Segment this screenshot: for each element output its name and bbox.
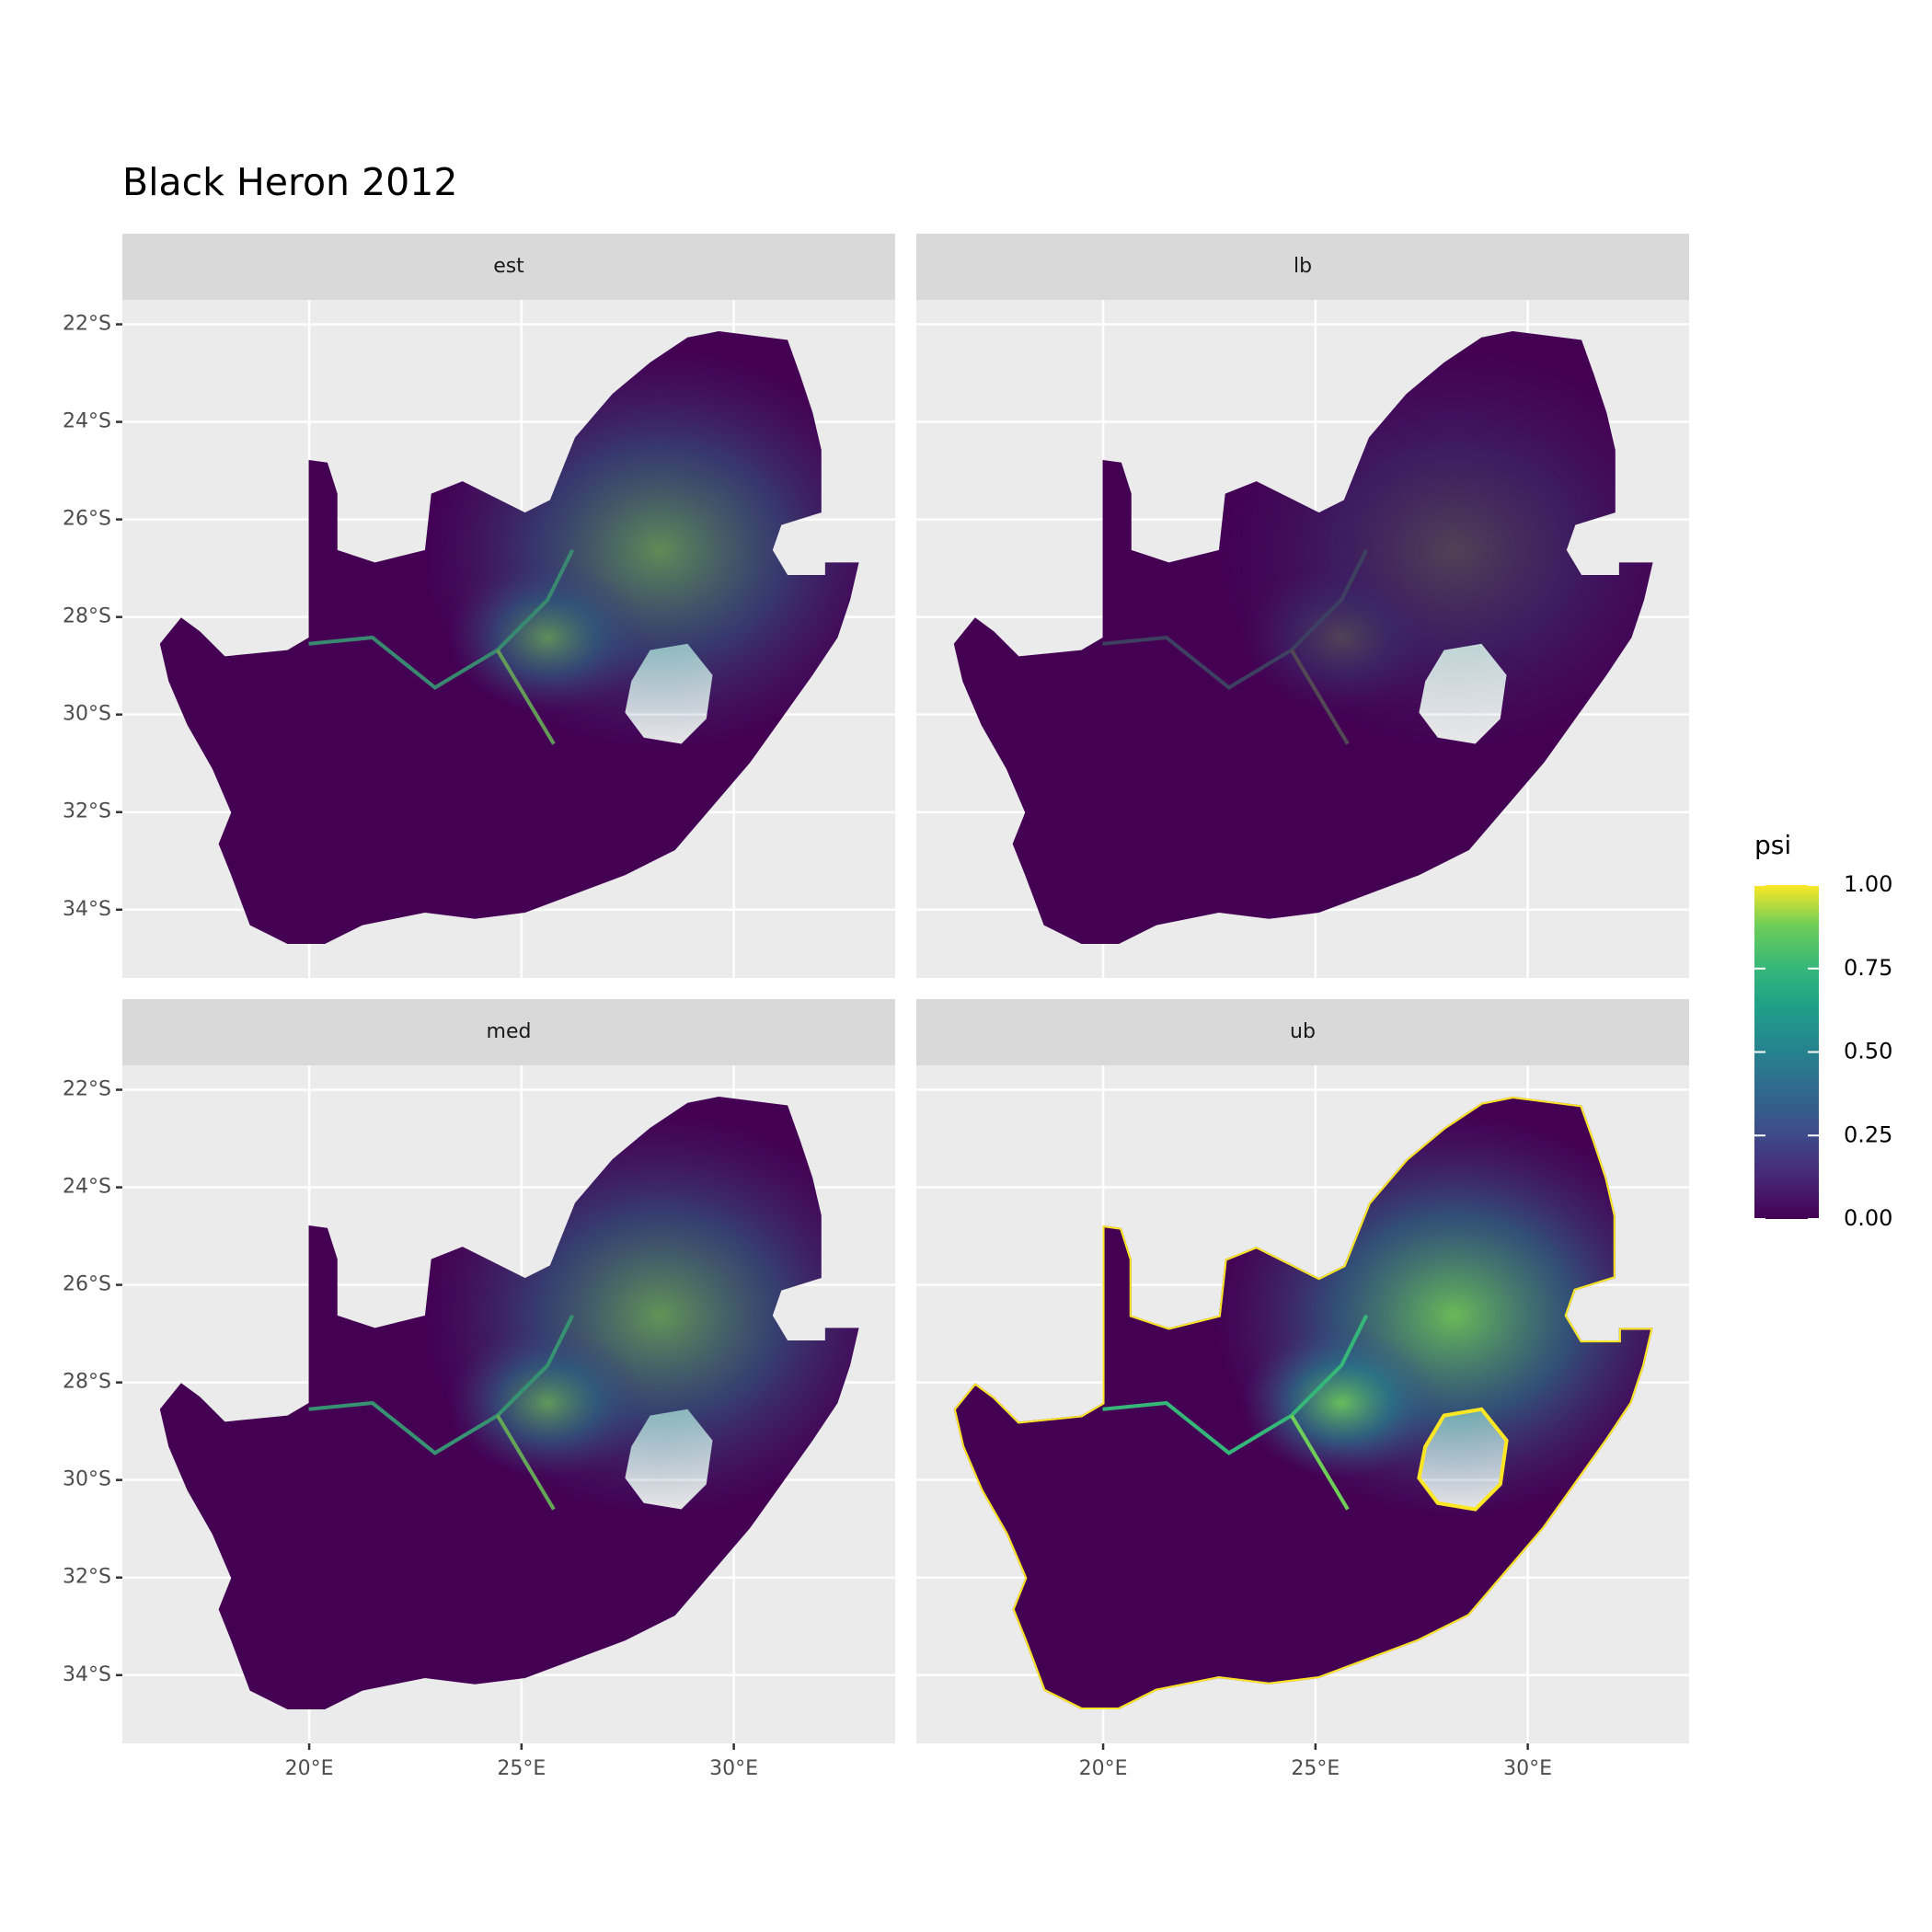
x-tick-label: 20°E	[285, 1757, 334, 1780]
river	[496, 649, 556, 745]
legend-label: 0.25	[1844, 1121, 1892, 1147]
strip	[122, 999, 895, 1065]
x-tick-label: 20°E	[1079, 1757, 1128, 1780]
facet-panel: med 20°E 25°E 30°E 22°S 24°S 26°S 28°S 30°S 32°S 3…	[63, 999, 895, 1780]
strip-label: ub	[1290, 1020, 1316, 1043]
y-tick-label: 28°S	[63, 1371, 111, 1394]
x-tick-label: 25°E	[497, 1757, 546, 1780]
strip-label: est	[493, 255, 524, 278]
y-tick-label: 30°S	[63, 703, 111, 726]
river	[1290, 1414, 1350, 1511]
chart-title: Black Heron 2012	[122, 160, 457, 204]
legend-label: 0.75	[1844, 955, 1892, 981]
y-tick-label: 34°S	[63, 898, 111, 921]
river	[1290, 649, 1350, 745]
y-tick-label: 32°S	[63, 1566, 111, 1589]
strip-label: med	[487, 1020, 532, 1043]
y-tick-label: 28°S	[63, 605, 111, 628]
facet-panel: est 22°S 24°S 26°S 28°S 30°S 32°S 34°S	[63, 234, 895, 978]
y-tick-label: 32°S	[63, 800, 111, 823]
shading	[1241, 1328, 1442, 1478]
x-tick-label: 30°E	[1503, 1757, 1552, 1780]
river	[308, 548, 575, 690]
legend-title: psi	[1754, 830, 1791, 860]
y-tick-label: 26°S	[63, 1273, 111, 1296]
y-tick-label: 22°S	[63, 1078, 111, 1101]
shading	[447, 562, 648, 713]
y-tick-label: 24°S	[63, 1176, 111, 1199]
legend-label: 0.00	[1844, 1205, 1892, 1231]
panels: est 22°S 24°S 26°S 28°S 30°S 32°S 34°S lb med 20°E…	[63, 234, 1689, 1780]
river	[1102, 548, 1369, 690]
strip	[916, 234, 1689, 300]
facet-panel: lb	[916, 234, 1689, 978]
strip	[916, 999, 1689, 1065]
legend-label: 0.50	[1844, 1039, 1892, 1064]
y-tick-label: 30°S	[63, 1468, 111, 1491]
shading	[447, 1328, 648, 1478]
x-tick-label: 30°E	[709, 1757, 758, 1780]
y-tick-label: 34°S	[63, 1663, 111, 1686]
river	[1102, 1314, 1369, 1455]
legend-label: 1.00	[1844, 871, 1892, 897]
strip	[122, 234, 895, 300]
facet-panel: ub 20°E 25°E 30°E	[916, 999, 1689, 1780]
x-tick-label: 25°E	[1291, 1757, 1340, 1780]
shading	[1241, 562, 1442, 713]
river	[308, 1314, 575, 1455]
strip-label: lb	[1294, 255, 1312, 278]
y-tick-label: 24°S	[63, 410, 111, 433]
y-tick-label: 26°S	[63, 508, 111, 531]
river	[496, 1414, 556, 1511]
legend: psi 0.00 0.25 0.50 0.75 1.00	[1754, 830, 1892, 1231]
y-tick-label: 22°S	[63, 313, 111, 336]
